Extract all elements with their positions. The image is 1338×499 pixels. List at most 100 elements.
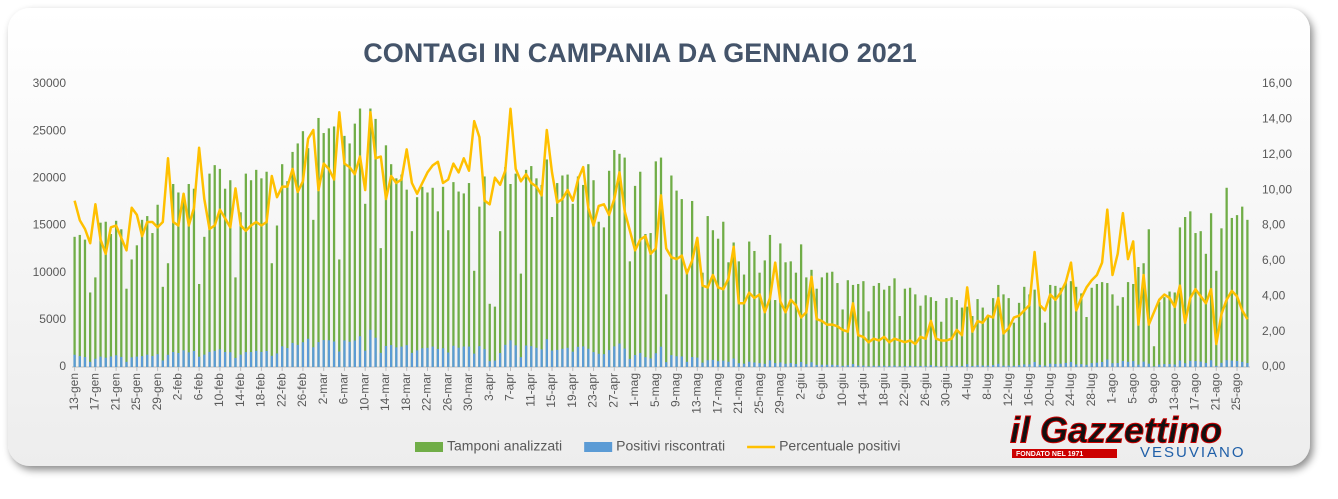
- bar: [1173, 364, 1176, 367]
- bar: [872, 365, 875, 367]
- bar: [1183, 217, 1187, 367]
- bar: [1241, 361, 1244, 367]
- bar: [166, 354, 170, 367]
- x-tick-label: 6-feb: [191, 373, 205, 401]
- bar: [281, 346, 284, 367]
- bar: [223, 188, 227, 367]
- bar: [779, 243, 782, 367]
- bar: [1199, 361, 1202, 367]
- y2-tick-label: 2,00: [1262, 324, 1286, 338]
- bar: [550, 217, 554, 367]
- bar: [291, 151, 294, 367]
- bar: [338, 351, 341, 367]
- bar: [239, 354, 242, 367]
- x-tick-label: 25-mag: [752, 373, 766, 414]
- bar: [654, 161, 657, 367]
- bar: [405, 189, 408, 367]
- bar: [177, 192, 180, 367]
- bar: [794, 272, 798, 367]
- bar: [1168, 364, 1171, 367]
- bar: [467, 346, 471, 367]
- logo-name: il Gazzettino: [1010, 410, 1222, 451]
- bar: [1158, 364, 1161, 367]
- bar: [582, 184, 585, 367]
- bar: [208, 351, 211, 367]
- bar: [172, 183, 175, 367]
- bar: [618, 343, 621, 367]
- bar: [535, 178, 538, 367]
- bar: [727, 262, 730, 367]
- bar: [639, 171, 642, 367]
- bar: [187, 352, 190, 367]
- bar: [1033, 361, 1036, 367]
- x-tick-label: 13-mag: [689, 373, 703, 414]
- bar: [602, 354, 606, 367]
- bar: [332, 126, 336, 367]
- bar: [1147, 229, 1150, 367]
- bar: [1090, 363, 1093, 367]
- bar: [1095, 283, 1099, 367]
- bar: [685, 268, 689, 367]
- bar: [628, 261, 632, 367]
- y2-tick-label: 8,00: [1262, 218, 1286, 232]
- bar: [1002, 365, 1005, 367]
- bar: [1095, 362, 1099, 367]
- bar: [556, 183, 559, 367]
- x-tick-label: 10-giu: [835, 373, 849, 406]
- bar: [556, 349, 559, 367]
- bar: [73, 236, 76, 367]
- bar: [441, 186, 445, 367]
- bar: [493, 360, 497, 367]
- x-tick-label: 16-lug: [1022, 373, 1036, 406]
- bar: [888, 365, 891, 367]
- y2-tick-label: 6,00: [1262, 253, 1286, 267]
- bar: [379, 248, 382, 367]
- bar: [296, 344, 299, 367]
- bar: [452, 345, 455, 367]
- bar: [613, 150, 616, 367]
- bar: [447, 352, 450, 367]
- bar: [566, 174, 569, 367]
- bar: [877, 365, 881, 367]
- x-tick-label: 7-apr: [503, 373, 517, 401]
- bar: [1064, 282, 1067, 367]
- bar: [1142, 361, 1145, 367]
- bar: [929, 297, 932, 367]
- bar: [530, 346, 533, 367]
- x-tick-label: 24-lug: [1063, 373, 1077, 406]
- bar: [140, 356, 144, 367]
- bar: [338, 259, 341, 367]
- bar: [1137, 364, 1140, 367]
- bar: [151, 233, 154, 367]
- y-tick-label: 20000: [33, 171, 67, 185]
- bar: [1116, 305, 1119, 367]
- bar: [270, 355, 273, 367]
- bar: [400, 174, 403, 367]
- bar: [301, 342, 305, 367]
- bar: [364, 203, 367, 367]
- bar: [976, 299, 979, 367]
- bar: [140, 219, 144, 367]
- logo: il Gazzettino FONDATO NEL 1971 VESUVIANO: [1010, 409, 1244, 461]
- bar: [576, 346, 580, 367]
- bar: [1012, 322, 1016, 367]
- bar: [825, 364, 829, 367]
- bar: [991, 298, 995, 367]
- x-tick-label: 4-lug: [959, 373, 973, 400]
- x-tick-label: 11-apr: [523, 373, 537, 407]
- bar: [457, 191, 460, 367]
- bar: [758, 272, 761, 367]
- bar: [670, 175, 673, 367]
- bar: [369, 108, 372, 367]
- bar: [1038, 303, 1041, 367]
- bar: [421, 186, 424, 367]
- bar: [197, 356, 201, 367]
- bar: [483, 349, 486, 367]
- x-tick-label: 17-gen: [88, 373, 102, 410]
- bar: [519, 357, 523, 367]
- line: [73, 107, 1249, 346]
- x-tick-label: 29-mag: [773, 373, 787, 414]
- bar: [146, 354, 149, 367]
- bar: [680, 356, 683, 367]
- bar: [893, 365, 896, 367]
